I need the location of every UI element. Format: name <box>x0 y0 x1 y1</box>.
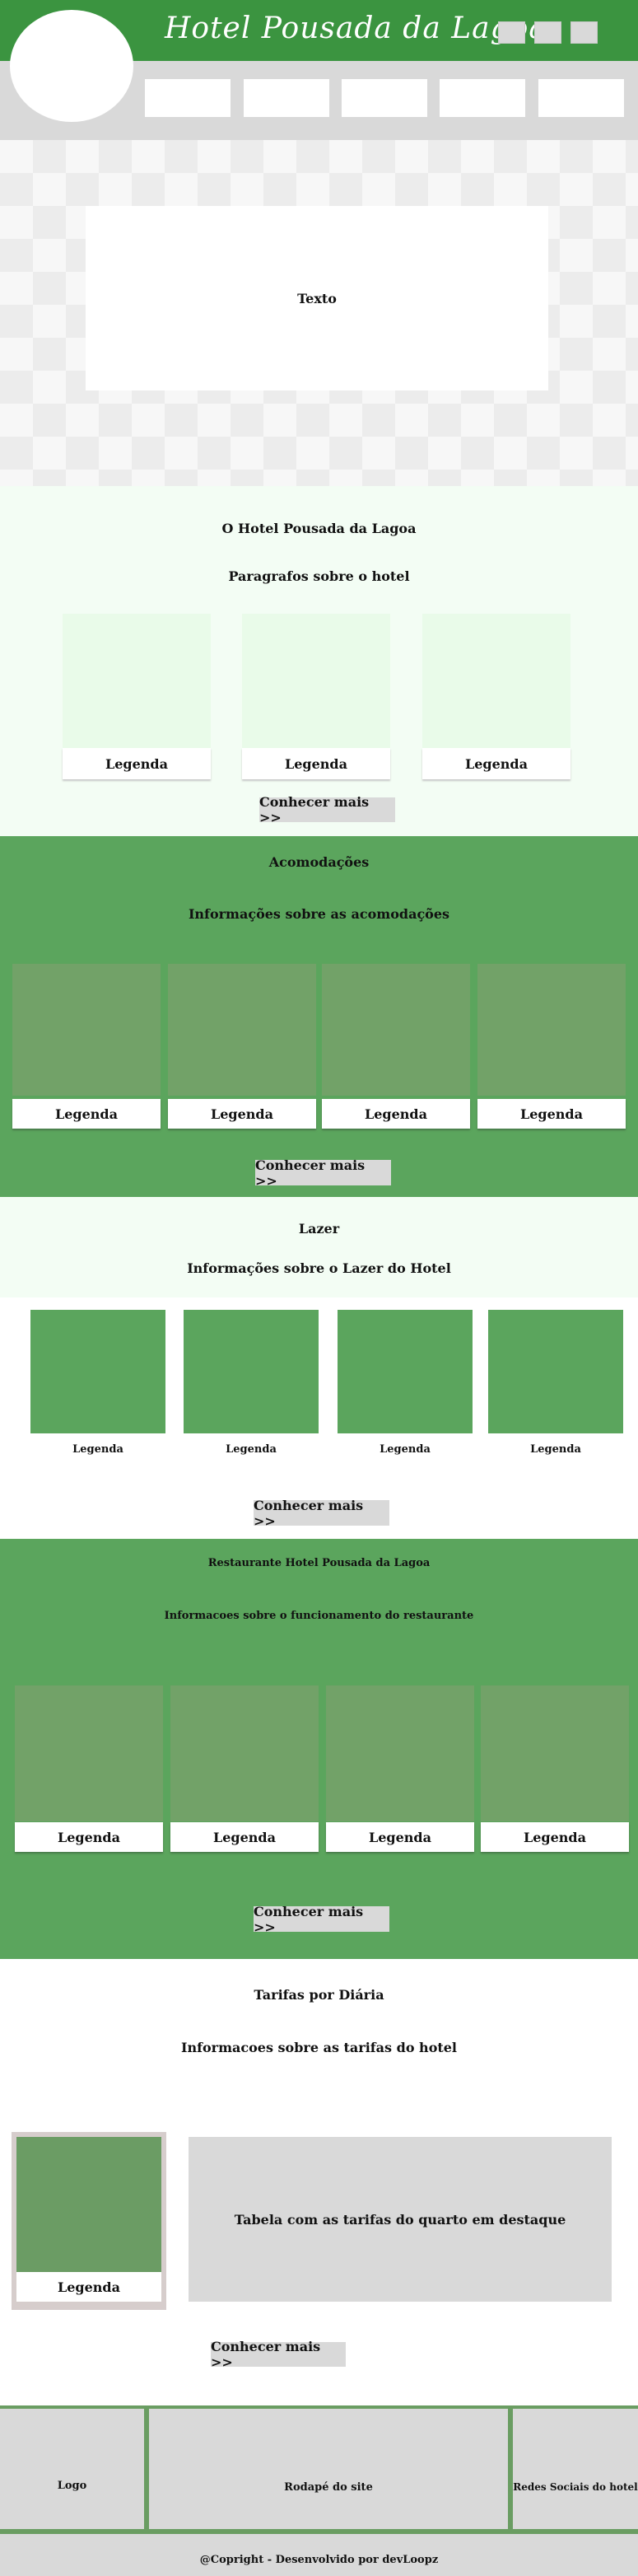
about-more-button[interactable]: Conhecer mais >> <box>259 794 395 825</box>
brand-title: Hotel Pousada da Lagoa <box>165 12 547 45</box>
leisure-card-legend-1: Legenda <box>72 1443 123 1456</box>
accommodation-card-4[interactable] <box>477 964 626 1096</box>
accommodation-card-1[interactable] <box>12 964 161 1096</box>
about-title: O Hotel Pousada da Lagoa <box>221 521 417 536</box>
rates-subtitle: Informacoes sobre as tarifas do hotel <box>180 2040 458 2055</box>
leisure-card-legend-4: Legenda <box>530 1443 581 1456</box>
restaurant-card-2[interactable] <box>170 1685 319 1821</box>
leisure-card-legend-2: Legenda <box>226 1443 277 1456</box>
accommodation-card-2[interactable] <box>168 964 316 1096</box>
copyright-text: @Copright - Desenvolvido por devLoopz <box>199 2554 439 2566</box>
rates-table-placeholder: Tabela com as tarifas do quarto em desta… <box>189 2137 612 2302</box>
accommodation-card-legend-1: Legenda <box>12 1099 161 1129</box>
restaurant-card-legend-4: Legenda <box>481 1822 629 1852</box>
leisure-card-1[interactable] <box>30 1310 165 1433</box>
restaurant-card-legend-3: Legenda <box>326 1822 474 1852</box>
top-button-2[interactable] <box>534 21 561 44</box>
restaurant-card-1[interactable] <box>15 1685 163 1821</box>
about-subtitle: Paragrafos sobre o hotel <box>228 568 410 584</box>
rate-card-image <box>16 2137 161 2272</box>
about-card-legend-2: Legenda <box>242 748 390 779</box>
footer-divider-2 <box>508 2409 513 2532</box>
rates-title: Tarifas por Diária <box>254 1987 384 2003</box>
nav-item-1[interactable] <box>145 79 231 117</box>
accommodations-title: Acomodações <box>268 854 370 870</box>
nav-item-3[interactable] <box>342 79 427 117</box>
footer-logo[interactable]: Logo <box>57 2480 87 2492</box>
rates-more-button[interactable]: Conhecer mais >> <box>211 2339 346 2370</box>
footer-center-text: Rodapé do site <box>284 2481 373 2494</box>
nav-item-4[interactable] <box>440 79 525 117</box>
logo-placeholder[interactable] <box>10 10 133 122</box>
accommodation-card-legend-3: Legenda <box>322 1099 470 1129</box>
accommodations-subtitle: Informações sobre as acomodações <box>188 906 450 922</box>
leisure-card-2[interactable] <box>184 1310 319 1433</box>
accommodation-card-legend-2: Legenda <box>168 1099 316 1129</box>
restaurant-card-4[interactable] <box>481 1685 629 1821</box>
leisure-header-band <box>0 1197 638 1297</box>
top-button-1[interactable] <box>498 21 525 44</box>
nav-item-5[interactable] <box>538 79 624 117</box>
leisure-more-button[interactable]: Conhecer mais >> <box>254 1498 389 1529</box>
leisure-card-legend-3: Legenda <box>380 1443 431 1456</box>
about-card-legend-1: Legenda <box>63 748 211 779</box>
restaurant-more-button[interactable]: Conhecer mais >> <box>254 1904 389 1935</box>
top-button-3[interactable] <box>570 21 598 44</box>
site-footer <box>0 2405 638 2576</box>
footer-top-line <box>0 2405 638 2409</box>
footer-social-links[interactable]: Redes Sociais do hotel <box>513 2481 638 2493</box>
footer-divider-1 <box>144 2409 149 2532</box>
accommodation-card-legend-4: Legenda <box>477 1099 626 1129</box>
restaurant-card-legend-2: Legenda <box>170 1822 319 1852</box>
nav-item-2[interactable] <box>244 79 329 117</box>
footer-bottom-line <box>0 2529 638 2534</box>
leisure-title: Lazer <box>298 1221 340 1237</box>
restaurant-title: Restaurante Hotel Pousada da Lagoa <box>207 1557 431 1569</box>
leisure-card-3[interactable] <box>338 1310 473 1433</box>
rate-card-legend: Legenda <box>16 2272 161 2302</box>
restaurant-subtitle: Informacoes sobre o funcionamento do res… <box>164 1610 474 1622</box>
hero-text-box: Texto <box>86 206 548 390</box>
leisure-subtitle: Informações sobre o Lazer do Hotel <box>187 1260 451 1276</box>
hero-text: Texto <box>297 290 337 306</box>
restaurant-card-legend-1: Legenda <box>15 1822 163 1852</box>
about-card-legend-3: Legenda <box>422 748 570 779</box>
accommodations-more-button[interactable]: Conhecer mais >> <box>255 1157 391 1189</box>
leisure-card-4[interactable] <box>488 1310 623 1433</box>
restaurant-card-3[interactable] <box>326 1685 474 1821</box>
accommodation-card-3[interactable] <box>322 964 470 1096</box>
